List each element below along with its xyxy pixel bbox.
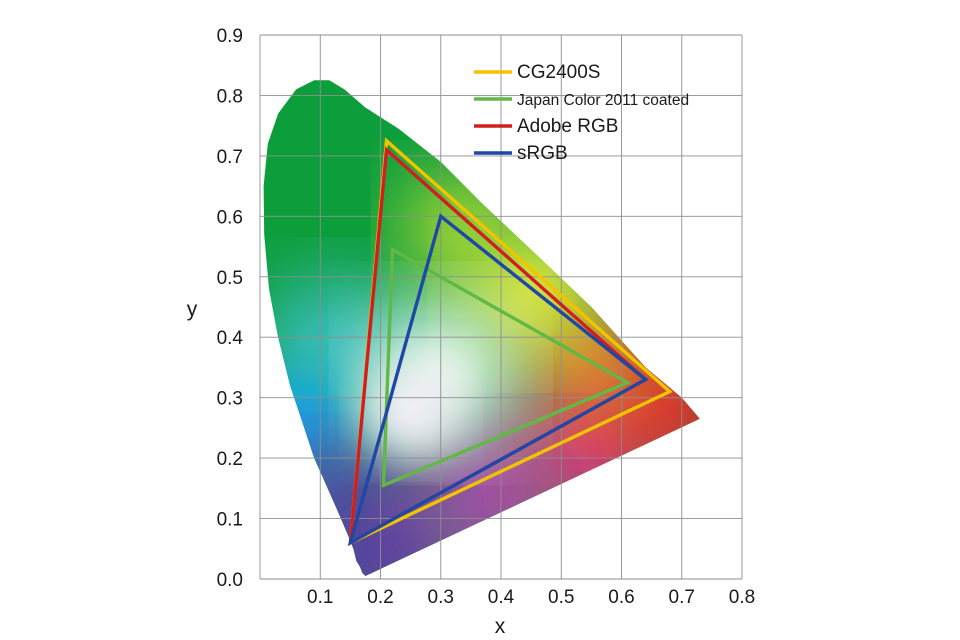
y-tick-label: 0.3	[217, 389, 243, 410]
gamut-japan-color-2011-coated	[381, 246, 632, 488]
x-tick-label: 0.1	[307, 587, 333, 608]
y-tick-label: 0.6	[217, 207, 243, 228]
y-tick-label: 0.0	[217, 570, 243, 591]
y-axis-label: y	[187, 298, 198, 321]
x-tick-label: 0.5	[548, 587, 574, 608]
gamut-srgb	[347, 213, 649, 547]
legend-label: sRGB	[517, 143, 568, 164]
y-tick-label: 0.1	[217, 510, 243, 531]
legend-label: Adobe RGB	[517, 116, 618, 137]
gamut-triangles	[347, 137, 673, 547]
y-tick-label: 0.7	[217, 147, 243, 168]
x-axis-label: x	[495, 615, 506, 638]
x-tick-label: 0.7	[669, 587, 695, 608]
x-tick-label: 0.2	[367, 587, 393, 608]
grid-lines	[259, 34, 743, 580]
y-tick-label: 0.4	[217, 328, 244, 349]
x-tick-label: 0.3	[428, 587, 454, 608]
y-tick-label: 0.5	[217, 268, 243, 289]
y-tick-label: 0.2	[217, 449, 243, 470]
legend-label: Japan Color 2011 coated	[517, 92, 689, 109]
legend: CG2400S Japan Color 2011 coated Adobe RGB s…	[474, 62, 689, 164]
x-tick-label: 0.4	[488, 587, 515, 608]
x-tick-label: 0.8	[729, 587, 755, 608]
tick-labels: 0.1 0.2 0.3 0.4 0.5 0.6 0.7 0.8 0.0 0.1 0.2 0.3 0.4 0…	[217, 26, 756, 608]
legend-label: CG2400S	[517, 62, 600, 83]
x-tick-label: 0.6	[608, 587, 634, 608]
y-tick-label: 0.8	[217, 86, 243, 107]
y-tick-label: 0.9	[217, 26, 243, 47]
